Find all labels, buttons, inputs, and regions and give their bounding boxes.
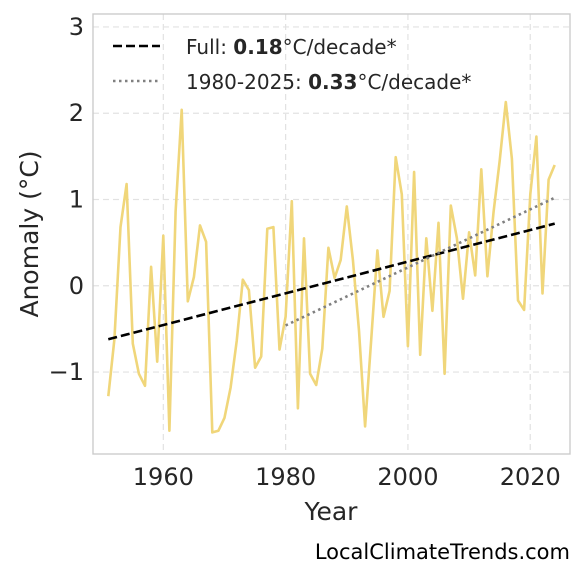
tick-layer: 1960 1980 2000 2020 3 2 1 0 −1 (49, 13, 561, 491)
legend-label-full: Full: 0.18°C/decade* (186, 35, 397, 59)
x-tick-label: 2000 (377, 463, 438, 491)
x-tick-label: 1960 (133, 463, 194, 491)
y-tick-label: 2 (69, 99, 84, 127)
x-tick-label: 1980 (255, 463, 316, 491)
x-axis-title: Year (304, 497, 359, 526)
trend-line-full (107, 222, 556, 341)
grid-layer (93, 14, 570, 454)
y-tick-label: 1 (69, 185, 84, 213)
y-tick-label: 3 (69, 13, 84, 41)
legend: Full: 0.18°C/decade* 1980-2025: 0.33°C/d… (113, 35, 471, 94)
y-axis-title: Anomaly (°C) (15, 150, 44, 317)
anomaly-series-line (107, 100, 556, 434)
legend-label-1980-2025: 1980-2025: 0.33°C/decade* (186, 70, 471, 94)
trend-line-1980-2025 (285, 196, 556, 327)
y-tick-label: 0 (69, 272, 84, 300)
line-layer (107, 100, 556, 434)
plot-frame (92, 13, 571, 455)
y-tick-label: −1 (49, 358, 84, 386)
site-credit: LocalClimateTrends.com (314, 540, 570, 564)
x-tick-label: 2020 (500, 463, 561, 491)
